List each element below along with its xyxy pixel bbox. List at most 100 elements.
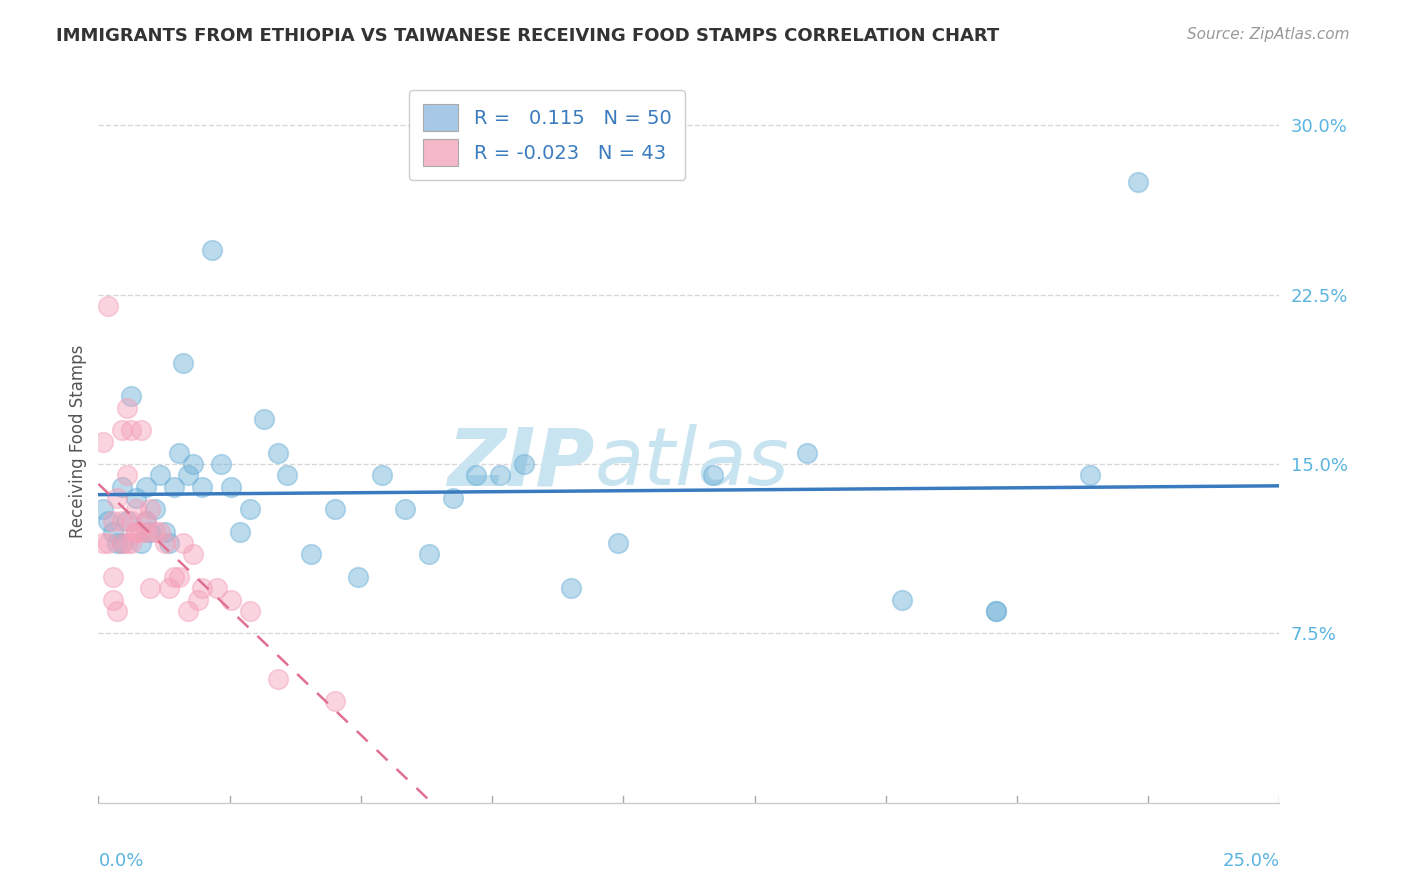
- Text: Source: ZipAtlas.com: Source: ZipAtlas.com: [1187, 27, 1350, 42]
- Point: [121, 514, 143, 528]
- Point: [135, 524, 157, 539]
- Point: [267, 446, 290, 460]
- Point: [129, 423, 152, 437]
- Point: [299, 548, 322, 562]
- Point: [181, 548, 204, 562]
- Point: [135, 514, 157, 528]
- Point: [191, 480, 214, 494]
- Point: [91, 434, 114, 449]
- Point: [191, 582, 214, 596]
- Point: [143, 502, 166, 516]
- Point: [105, 604, 128, 618]
- Point: [125, 502, 148, 516]
- Point: [205, 582, 228, 596]
- Point: [219, 480, 242, 494]
- Point: [890, 592, 912, 607]
- Y-axis label: Receiving Food Stamps: Receiving Food Stamps: [69, 345, 87, 538]
- Point: [276, 468, 298, 483]
- Point: [143, 524, 166, 539]
- Point: [323, 694, 346, 708]
- Point: [796, 446, 818, 460]
- Point: [1126, 175, 1149, 189]
- Point: [111, 514, 134, 528]
- Point: [101, 592, 124, 607]
- Point: [129, 536, 152, 550]
- Point: [560, 582, 582, 596]
- Point: [149, 468, 172, 483]
- Point: [115, 514, 138, 528]
- Point: [181, 457, 204, 471]
- Point: [167, 570, 190, 584]
- Point: [177, 604, 200, 618]
- Point: [239, 502, 262, 516]
- Point: [135, 514, 157, 528]
- Point: [121, 389, 143, 403]
- Point: [125, 524, 148, 539]
- Text: 0.0%: 0.0%: [98, 852, 143, 870]
- Point: [347, 570, 370, 584]
- Point: [149, 524, 172, 539]
- Point: [91, 502, 114, 516]
- Point: [139, 524, 162, 539]
- Point: [201, 243, 224, 257]
- Point: [125, 491, 148, 505]
- Text: ZIP: ZIP: [447, 425, 595, 502]
- Point: [111, 480, 134, 494]
- Point: [129, 524, 152, 539]
- Point: [323, 502, 346, 516]
- Point: [239, 604, 262, 618]
- Point: [97, 536, 120, 550]
- Point: [209, 457, 232, 471]
- Point: [163, 570, 186, 584]
- Point: [157, 582, 180, 596]
- Point: [167, 446, 190, 460]
- Text: 25.0%: 25.0%: [1222, 852, 1279, 870]
- Point: [253, 412, 276, 426]
- Point: [115, 536, 138, 550]
- Text: IMMIGRANTS FROM ETHIOPIA VS TAIWANESE RECEIVING FOOD STAMPS CORRELATION CHART: IMMIGRANTS FROM ETHIOPIA VS TAIWANESE RE…: [56, 27, 1000, 45]
- Point: [394, 502, 416, 516]
- Point: [229, 524, 252, 539]
- Point: [105, 491, 128, 505]
- Point: [135, 480, 157, 494]
- Point: [153, 536, 176, 550]
- Point: [111, 536, 134, 550]
- Point: [607, 536, 630, 550]
- Point: [121, 423, 143, 437]
- Point: [1080, 468, 1102, 483]
- Point: [121, 536, 143, 550]
- Point: [371, 468, 394, 483]
- Point: [219, 592, 242, 607]
- Legend: R =   0.115   N = 50, R = -0.023   N = 43: R = 0.115 N = 50, R = -0.023 N = 43: [409, 90, 685, 180]
- Point: [111, 536, 134, 550]
- Point: [105, 536, 128, 550]
- Point: [115, 468, 138, 483]
- Point: [101, 570, 124, 584]
- Point: [101, 524, 124, 539]
- Point: [702, 468, 724, 483]
- Point: [139, 582, 162, 596]
- Point: [465, 468, 488, 483]
- Point: [97, 299, 120, 313]
- Point: [267, 672, 290, 686]
- Point: [91, 536, 114, 550]
- Point: [101, 514, 124, 528]
- Point: [187, 592, 209, 607]
- Point: [157, 536, 180, 550]
- Point: [984, 604, 1007, 618]
- Point: [177, 468, 200, 483]
- Text: atlas: atlas: [595, 425, 789, 502]
- Point: [418, 548, 440, 562]
- Point: [512, 457, 534, 471]
- Point: [441, 491, 464, 505]
- Point: [111, 423, 134, 437]
- Point: [125, 524, 148, 539]
- Point: [139, 502, 162, 516]
- Point: [163, 480, 186, 494]
- Point: [172, 536, 194, 550]
- Point: [489, 468, 512, 483]
- Point: [153, 524, 176, 539]
- Point: [172, 355, 194, 369]
- Point: [115, 401, 138, 415]
- Point: [984, 604, 1007, 618]
